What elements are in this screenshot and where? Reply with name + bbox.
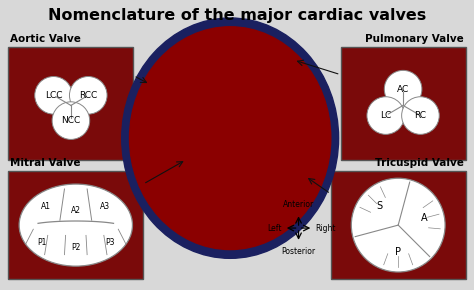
- Text: RC: RC: [414, 111, 427, 120]
- Text: P1: P1: [37, 238, 46, 247]
- Text: A3: A3: [100, 202, 110, 211]
- Text: Right: Right: [315, 224, 336, 233]
- Text: Nomenclature of the major cardiac valves: Nomenclature of the major cardiac valves: [48, 8, 426, 23]
- Circle shape: [52, 102, 90, 139]
- Text: LCC: LCC: [45, 91, 62, 100]
- Ellipse shape: [129, 27, 331, 249]
- Text: P: P: [395, 247, 401, 257]
- Text: Aortic Valve: Aortic Valve: [10, 34, 81, 44]
- Text: Mitral Valve: Mitral Valve: [10, 158, 81, 168]
- Ellipse shape: [19, 184, 132, 266]
- Text: A2: A2: [71, 206, 81, 215]
- FancyBboxPatch shape: [9, 171, 143, 279]
- FancyBboxPatch shape: [9, 47, 134, 160]
- Circle shape: [384, 70, 422, 108]
- Text: Pulmonary Valve: Pulmonary Valve: [365, 34, 464, 44]
- Text: S: S: [376, 201, 382, 211]
- Ellipse shape: [122, 18, 338, 258]
- Text: P2: P2: [71, 243, 81, 252]
- Text: LC: LC: [380, 111, 392, 120]
- FancyBboxPatch shape: [331, 171, 465, 279]
- Circle shape: [35, 77, 73, 114]
- Text: P3: P3: [105, 238, 115, 247]
- Text: RCC: RCC: [79, 91, 97, 100]
- Text: A: A: [421, 213, 428, 223]
- Text: AC: AC: [397, 85, 409, 94]
- Circle shape: [401, 97, 439, 134]
- Circle shape: [70, 77, 107, 114]
- Text: Anterior: Anterior: [283, 200, 314, 209]
- Circle shape: [367, 97, 404, 134]
- Text: NCC: NCC: [61, 116, 81, 125]
- Text: Posterior: Posterior: [282, 246, 316, 255]
- Text: Tricuspid Valve: Tricuspid Valve: [375, 158, 464, 168]
- Text: Left: Left: [267, 224, 282, 233]
- FancyBboxPatch shape: [340, 47, 465, 160]
- Circle shape: [351, 178, 445, 272]
- Text: A1: A1: [41, 202, 51, 211]
